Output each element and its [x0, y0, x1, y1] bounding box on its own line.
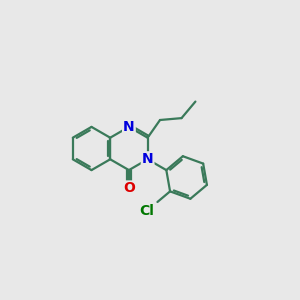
Text: N: N: [123, 120, 135, 134]
Text: N: N: [142, 152, 153, 166]
Text: Cl: Cl: [140, 204, 154, 218]
Text: O: O: [123, 182, 135, 196]
